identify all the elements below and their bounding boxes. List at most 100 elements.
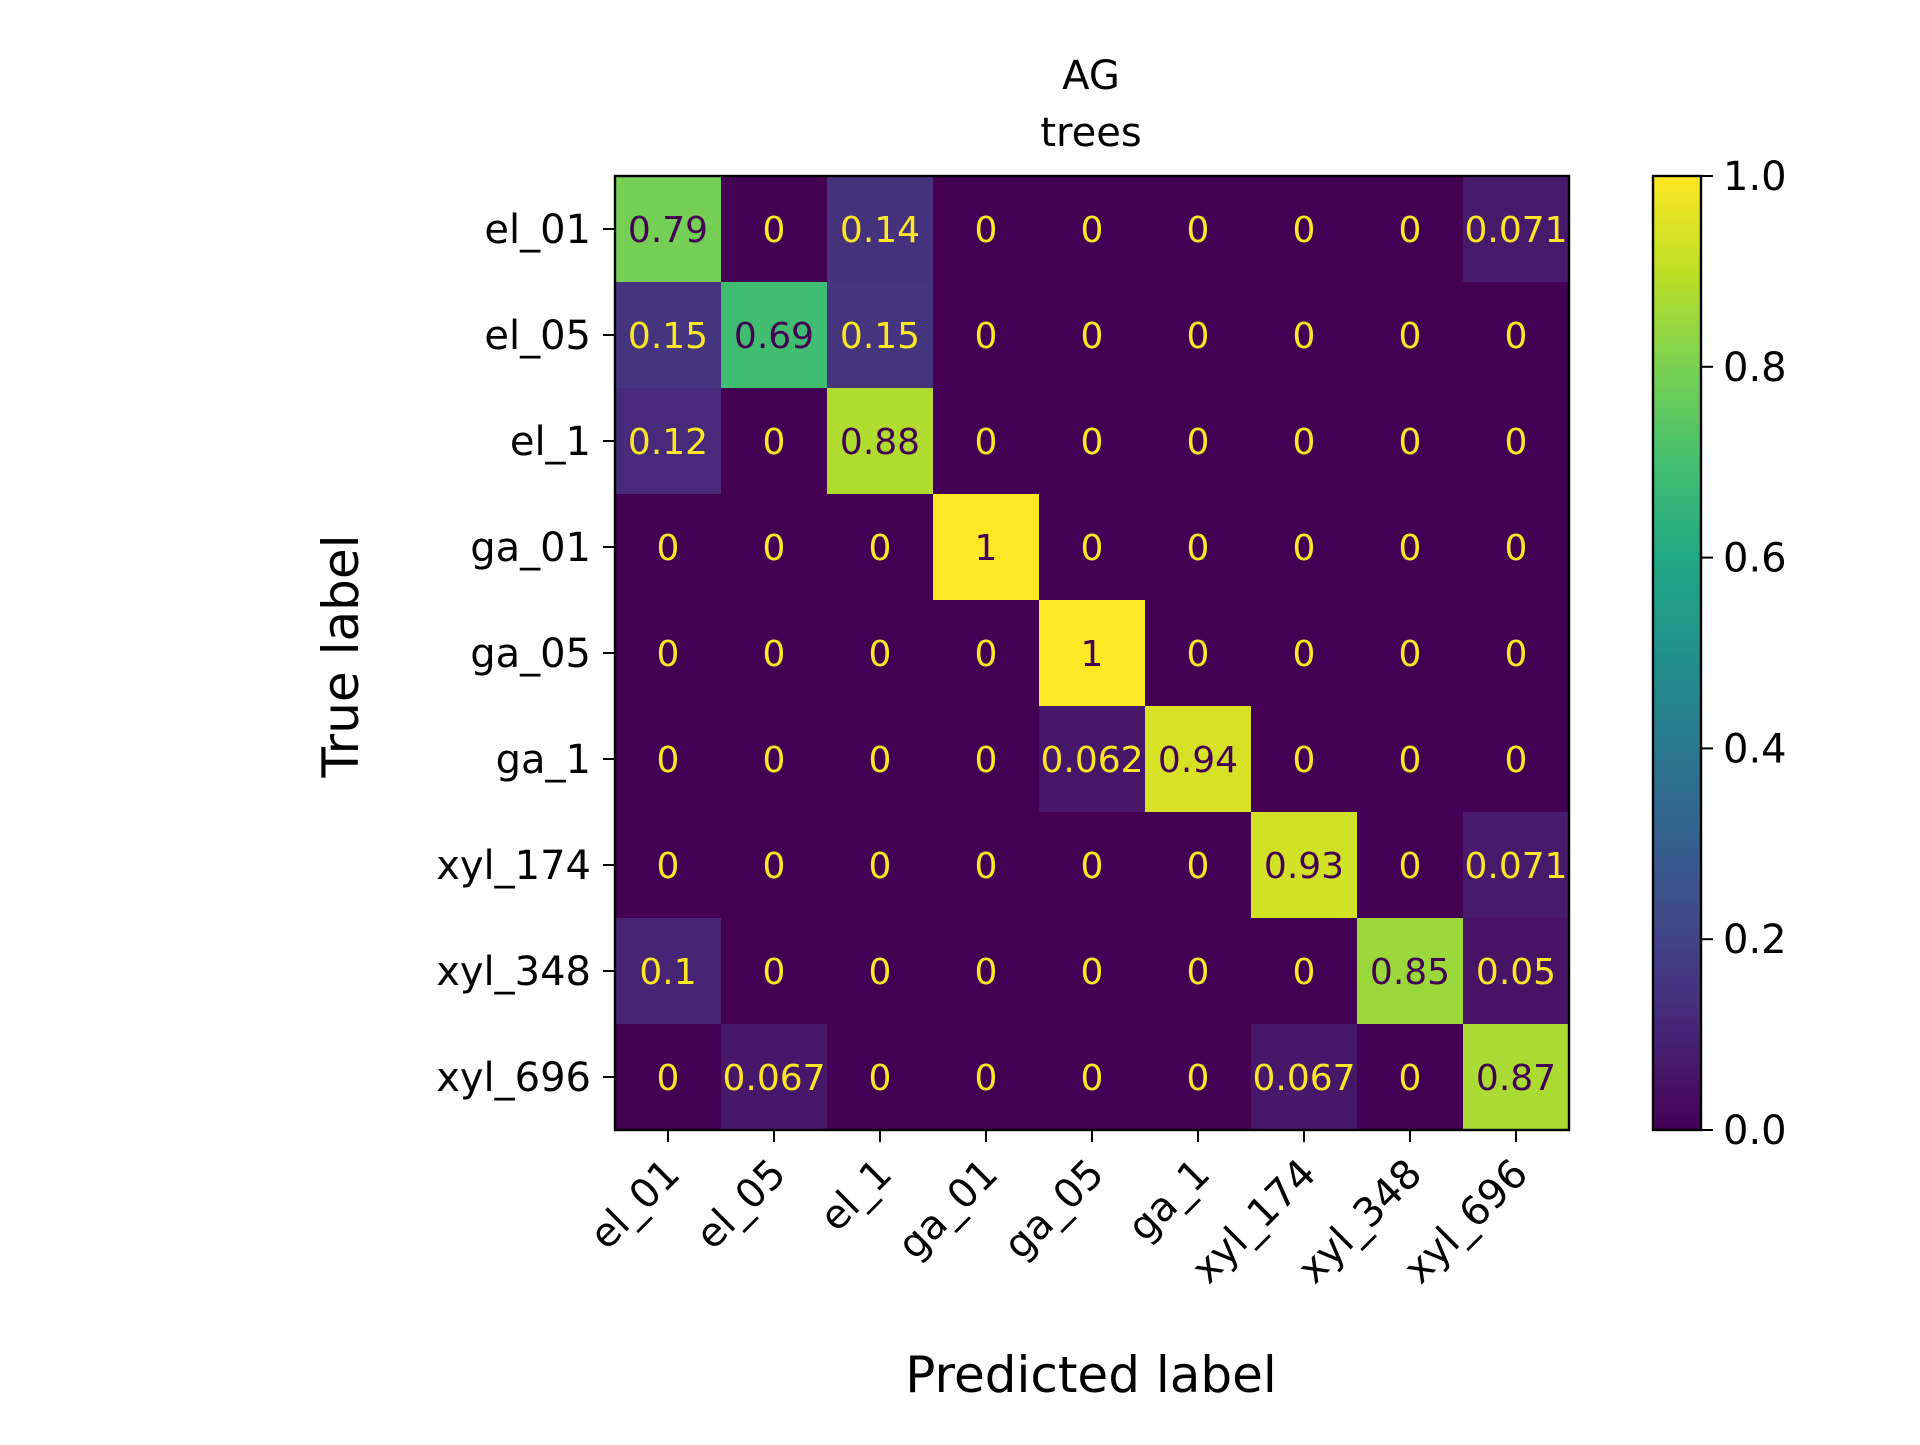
cell-value-label: 0.85 — [1370, 952, 1450, 993]
heatmap-cell — [721, 176, 828, 283]
y-tick-label: xyl_174 — [436, 843, 591, 889]
cell-value-label: 0 — [1293, 210, 1316, 251]
heatmap-cell — [1251, 706, 1358, 813]
heatmap-cell — [1463, 918, 1570, 1025]
cell-value-label: 0.69 — [734, 316, 814, 357]
y-tick-label: ga_1 — [496, 737, 591, 783]
cell-value-label: 0 — [1399, 210, 1422, 251]
cell-value-label: 0 — [975, 952, 998, 993]
cell-value-label: 0 — [975, 1058, 998, 1099]
cell-value-label: 0.94 — [1158, 740, 1238, 781]
cell-value-label: 0 — [763, 846, 786, 887]
cell-value-label: 0 — [1293, 316, 1316, 357]
cell-value-label: 0 — [975, 316, 998, 357]
heatmap-cell — [1145, 706, 1252, 813]
heatmap-cell — [721, 282, 828, 389]
heatmap-cell — [1039, 494, 1146, 601]
chart-title-line-2: trees — [1040, 110, 1141, 156]
heatmap-cell — [721, 812, 828, 919]
cell-value-label: 0 — [975, 634, 998, 675]
cell-value-label: 0 — [1081, 528, 1104, 569]
cell-value-label: 0 — [1399, 1058, 1422, 1099]
heatmap-cell — [1039, 812, 1146, 919]
cell-value-label: 0 — [869, 1058, 892, 1099]
cell-value-label: 0.93 — [1264, 846, 1344, 887]
heatmap-cell — [1251, 1024, 1358, 1131]
heatmap-cell — [933, 706, 1040, 813]
cell-value-label: 0 — [1187, 210, 1210, 251]
heatmap-cell — [1145, 1024, 1252, 1131]
colorbar-ticks: 0.0 0.2 0.4 0.6 0.8 1.0 — [1701, 154, 1787, 1154]
heatmap-cell — [827, 388, 934, 495]
heatmap-cell — [1251, 388, 1358, 495]
heatmap-cell — [1463, 176, 1570, 283]
heatmap-cell — [615, 812, 722, 919]
cell-value-label: 0 — [1293, 422, 1316, 463]
heatmap-cell — [1145, 388, 1252, 495]
heatmap-cell — [1145, 812, 1252, 919]
heatmap-cell — [1357, 600, 1464, 707]
heatmap-cell — [1145, 494, 1252, 601]
cell-value-label: 0.071 — [1464, 210, 1567, 251]
heatmap-cell — [1357, 282, 1464, 389]
cell-value-label: 0 — [1399, 316, 1422, 357]
cell-value-label: 0 — [975, 846, 998, 887]
heatmap-cell — [1357, 176, 1464, 283]
cell-value-label: 0 — [657, 846, 680, 887]
cell-value-label: 0.15 — [840, 316, 920, 357]
heatmap-cell — [827, 918, 934, 1025]
y-tick-label: el_01 — [484, 207, 591, 253]
heatmap-cell — [1357, 918, 1464, 1025]
x-tick-label: el_05 — [687, 1151, 795, 1259]
cell-value-label: 0 — [657, 528, 680, 569]
heatmap-cell — [1039, 600, 1146, 707]
cell-value-label: 0 — [975, 422, 998, 463]
heatmap-cell — [721, 388, 828, 495]
heatmap-cell — [827, 706, 934, 813]
heatmap-cell — [1357, 706, 1464, 813]
heatmap-cell — [933, 388, 1040, 495]
heatmap-cell — [827, 1024, 934, 1131]
cell-value-label: 0 — [1187, 1058, 1210, 1099]
cell-value-label: 0 — [1505, 740, 1528, 781]
y-tick-label: ga_01 — [470, 525, 591, 571]
colorbar-tick-label: 0.8 — [1723, 345, 1787, 391]
cell-value-label: 0 — [1293, 634, 1316, 675]
cell-value-label: 0 — [1081, 316, 1104, 357]
heatmap-cell — [1463, 706, 1570, 813]
heatmap-cell — [721, 600, 828, 707]
y-tick-label: el_1 — [510, 419, 591, 465]
cell-value-label: 0 — [763, 740, 786, 781]
x-axis-title: Predicted label — [905, 1346, 1277, 1404]
heatmap-cell — [933, 1024, 1040, 1131]
heatmap-cell — [1357, 812, 1464, 919]
cell-value-label: 0 — [657, 634, 680, 675]
heatmap-cell — [1039, 388, 1146, 495]
heatmap-cell — [827, 812, 934, 919]
cell-value-label: 0.067 — [722, 1058, 825, 1099]
heatmap-cell — [721, 494, 828, 601]
cell-value-label: 0 — [1187, 528, 1210, 569]
heatmap-cell — [615, 282, 722, 389]
cell-value-label: 0 — [975, 210, 998, 251]
cell-value-label: 0 — [763, 952, 786, 993]
heatmap-cell — [721, 918, 828, 1025]
cell-value-label: 0 — [1293, 740, 1316, 781]
cell-value-label: 0 — [1081, 1058, 1104, 1099]
heatmap-cell — [1039, 918, 1146, 1025]
cell-value-label: 0.12 — [628, 422, 708, 463]
heatmap-cell-labels: 0.79 0 0.14 0 0 0 0 0 0.071 0.15 0.69 0.15 0 0 0 0 0 0 0.1… — [628, 210, 1568, 1099]
heatmap-cell — [615, 918, 722, 1025]
chart-title-line-1: AG — [1062, 53, 1120, 99]
cell-value-label: 0 — [1399, 740, 1422, 781]
heatmap-cell — [1145, 282, 1252, 389]
cell-value-label: 0 — [869, 740, 892, 781]
heatmap-cell — [827, 176, 934, 283]
x-tick-label: el_01 — [581, 1151, 689, 1259]
cell-value-label: 0 — [1399, 528, 1422, 569]
heatmap-cells — [615, 176, 1570, 1131]
y-tick-label: el_05 — [484, 313, 591, 359]
colorbar-tick-label: 0.6 — [1723, 536, 1787, 582]
cell-value-label: 0 — [763, 634, 786, 675]
